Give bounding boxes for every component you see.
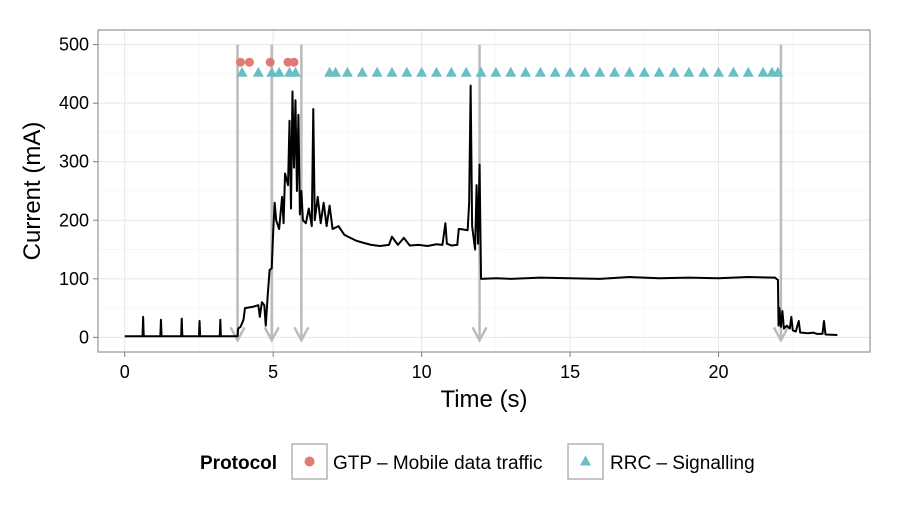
annotation-arrow-head — [772, 326, 790, 343]
rrc-point — [668, 66, 680, 77]
rrc-point — [460, 66, 472, 77]
y-tick-label: 500 — [59, 35, 89, 55]
rrc-point — [683, 66, 695, 77]
y-tick-label: 0 — [79, 327, 89, 347]
rrc-point — [549, 66, 561, 77]
rrc-point — [341, 66, 353, 77]
rrc-point — [371, 66, 383, 77]
gtp-point — [265, 57, 275, 67]
rrc-point — [266, 66, 278, 77]
rrc-point — [564, 66, 576, 77]
rrc-point — [742, 66, 754, 77]
y-axis-title: Current (mA) — [19, 122, 46, 261]
gtp-point — [244, 57, 254, 67]
x-tick-label: 5 — [268, 362, 278, 382]
y-tick-label: 200 — [59, 210, 89, 230]
rrc-point — [356, 66, 368, 77]
annotation-arrow-head — [471, 326, 488, 343]
rrc-point — [534, 66, 546, 77]
rrc-point — [713, 66, 725, 77]
rrc-point — [401, 66, 413, 77]
annotation-arrow-head — [229, 326, 246, 343]
rrc-point — [653, 66, 665, 77]
current-trace — [124, 84, 838, 338]
x-tick-label: 10 — [412, 362, 432, 382]
rrc-point — [757, 66, 769, 77]
rrc-point — [416, 66, 428, 77]
legend-gtp-circle-icon — [304, 456, 315, 467]
y-tick-label: 100 — [59, 269, 89, 289]
legend-title: Protocol — [200, 453, 277, 474]
legend: Protocol GTP – Mobile data traffic RRC –… — [200, 443, 755, 480]
rrc-point — [623, 66, 635, 77]
rrc-point — [505, 66, 517, 77]
rrc-point — [594, 66, 606, 77]
rrc-point — [609, 66, 621, 77]
x-tick-label: 20 — [709, 362, 729, 382]
gtp-point — [236, 57, 246, 67]
rrc-point — [330, 66, 342, 77]
y-tick-label: 400 — [59, 93, 89, 113]
rrc-point — [727, 66, 739, 77]
rrc-point — [445, 66, 457, 77]
rrc-point — [252, 66, 264, 77]
rrc-point — [772, 66, 784, 77]
x-axis-title: Time (s) — [440, 386, 527, 413]
rrc-point — [289, 66, 301, 77]
plot-panel-border — [97, 29, 871, 353]
annotation-arrow-head — [293, 326, 310, 343]
x-tick-label: 0 — [120, 362, 130, 382]
rrc-point — [236, 66, 248, 77]
legend-label-rrc: RRC – Signalling — [610, 453, 755, 474]
rrc-point — [638, 66, 650, 77]
rrc-point — [698, 66, 710, 77]
rrc-point — [579, 66, 591, 77]
arrows — [229, 44, 790, 343]
markers — [236, 57, 784, 77]
rrc-point — [520, 66, 532, 77]
rrc-point — [490, 66, 502, 77]
rrc-point — [430, 66, 442, 77]
annotation-arrow-head — [263, 326, 280, 343]
legend-rrc-triangle-icon — [580, 455, 591, 466]
gtp-point — [289, 57, 299, 67]
rrc-point — [273, 66, 285, 77]
rrc-point — [475, 66, 487, 77]
y-tick-label: 300 — [59, 152, 89, 172]
current-line — [124, 84, 838, 338]
x-tick-label: 15 — [560, 362, 580, 382]
legend-label-gtp: GTP – Mobile data traffic — [333, 453, 542, 474]
rrc-point — [386, 66, 398, 77]
